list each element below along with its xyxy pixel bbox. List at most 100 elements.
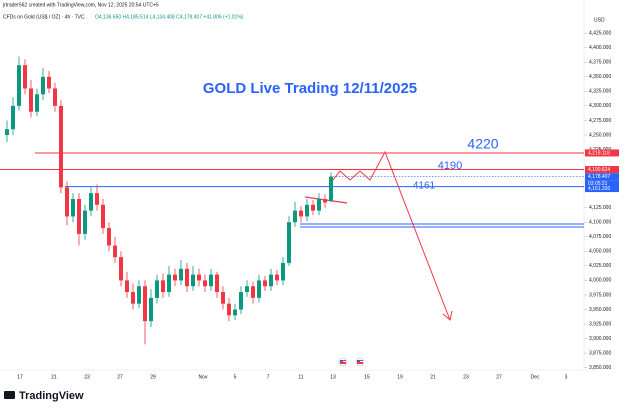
caption: jrtrader562 created with TradingView.com… [2,2,159,8]
candle-body [65,187,69,217]
y-tick-label: 4,350.000 [589,74,611,80]
candle-body [5,129,9,135]
candle-body [137,286,141,304]
y-tick-label: 4,000.000 [589,278,611,284]
candle-body [35,94,39,112]
event-flag [338,357,348,367]
candle-body [173,274,177,281]
x-tick-label: 19 [397,374,403,380]
x-tick-label: 21 [430,374,436,380]
x-tick-label: 27 [117,374,123,380]
brand: TradingView [19,390,84,402]
x-tick-label: 27 [496,374,502,380]
price-tag [585,166,619,174]
candle-body [299,210,303,217]
candle-body [185,268,189,287]
annotation: 4190 [438,160,462,172]
price-tag-label: 4,190.624 [588,167,610,173]
candle-body [71,198,75,217]
candle-body [305,204,309,217]
candle-body [197,274,201,281]
candle-body [329,176,333,201]
y-tick-label: 3,925.000 [589,321,611,327]
y-tick-label: 3,875.000 [589,350,611,356]
symbol: CFDs on Gold (US$ / OZ) · 4h · TVC [3,14,85,20]
candle-body [293,210,297,223]
candle-body [23,65,27,89]
price-tag [585,185,619,193]
candle-body [269,274,273,287]
x-tick-label: 23 [463,374,469,380]
candle-body [227,303,231,316]
x-tick-label: 21 [51,374,57,380]
candle-body [191,274,195,287]
candle-body [239,292,243,310]
candle-body [155,280,159,298]
y-tick-label: 4,125.000 [589,205,611,211]
candle-body [83,210,87,234]
y-tick-label: 3,950.000 [589,307,611,313]
projection-arrow [442,310,453,321]
annotation: 4220 [467,136,498,152]
x-tick-label: 23 [84,374,90,380]
y-tick-label: 3,975.000 [589,292,611,298]
candle-body [59,105,63,188]
candle-body [215,274,219,293]
x-tick-label: Dec [531,374,540,380]
candle-body [167,274,171,293]
candle-body [113,245,117,258]
candle-body [131,292,135,304]
price-tag-label: 4,161.330 [588,186,610,192]
candle-body [89,193,93,211]
ohlc: O4,136.650 H4,185.514 L4,134.408 C4,178.… [95,14,244,20]
candle-body [101,204,105,229]
candle-body [311,204,315,211]
currency: USD [594,17,605,23]
price-tag-label: 4,219.118 [588,150,610,156]
y-tick-label: 4,050.000 [589,249,611,255]
x-tick-label: 7 [267,374,270,380]
price-tag [585,149,619,157]
y-tick-label: 4,100.000 [589,220,611,226]
price-tag-label: 4,178.407 [588,174,610,180]
x-tick-label: 29 [150,374,156,380]
candle-body [41,76,45,95]
price-tag [585,173,619,181]
y-tick-label: 3,850.000 [589,365,611,371]
logo: TradingView [4,390,84,402]
price-tag [585,180,619,188]
candle-body [107,228,111,246]
x-tick-label: 3 [565,374,568,380]
y-tick-label: 4,325.000 [589,89,611,95]
x-tick-label: 13 [330,374,336,380]
candle-body [77,198,81,234]
x-tick-label: 5 [234,374,237,380]
projection [332,150,451,321]
candle-body [251,286,255,298]
candle-body [53,88,57,106]
y-tick-label: 4,075.000 [589,234,611,240]
x-tick-label: 15 [364,374,370,380]
event-flag [355,357,365,367]
x-tick-label: Nov [199,374,208,380]
candle-body [143,286,147,322]
y-tick-label: 4,425.000 [589,31,611,37]
candle-body [47,76,51,89]
y-tick-label: 4,375.000 [589,60,611,66]
countdown: 03:05:21 [588,181,608,187]
candle-body [233,309,237,316]
candle-body [149,297,153,322]
candle-body [323,198,327,203]
candle-body [209,274,213,287]
candle-body [29,88,33,112]
candle-body [179,268,183,281]
candle-body [281,262,285,281]
title: GOLD Live Trading 12/11/2025 [203,80,417,97]
candle-body [263,280,267,287]
candle-body [11,105,15,130]
x-tick-label: 17 [17,374,23,380]
candle-body [95,193,99,205]
x-tick-label: 11 [298,374,303,380]
